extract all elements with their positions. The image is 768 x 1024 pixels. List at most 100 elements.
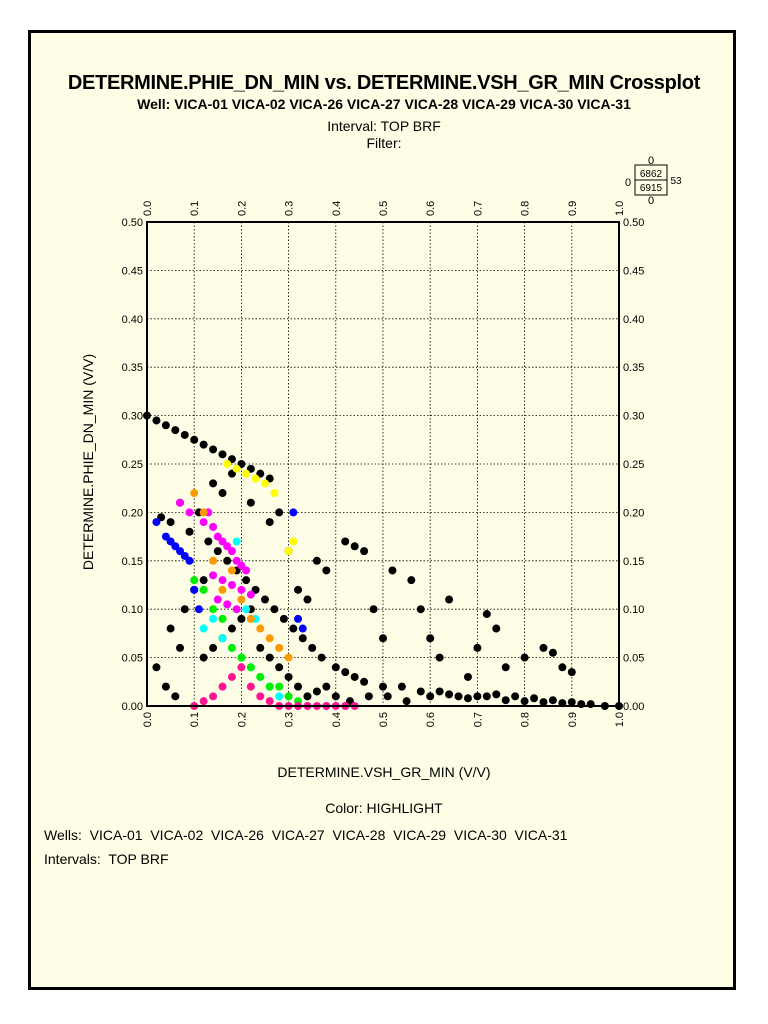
data-point [246, 498, 255, 507]
x-tick-label-bottom: 0.4 [331, 712, 343, 727]
data-point [520, 653, 529, 662]
data-point [232, 537, 241, 546]
data-point [284, 692, 293, 701]
x-tick-label-bottom: 0.7 [472, 712, 484, 727]
data-point [237, 614, 246, 623]
x-tick-label-top: 0.0 [142, 201, 154, 216]
data-point [369, 605, 378, 614]
well-legend-item: VICA-01 [81, 827, 143, 843]
data-point [539, 698, 548, 707]
data-point [242, 576, 251, 585]
chart-title: DETERMINE.PHIE_DN_MIN vs. DETERMINE.VSH_… [67, 72, 701, 94]
data-point [190, 585, 199, 594]
data-point [312, 556, 321, 565]
data-point [232, 605, 241, 614]
data-point [350, 542, 359, 551]
y-tick-label-right: 0.35 [623, 362, 644, 374]
data-point [190, 435, 199, 444]
data-point [199, 518, 208, 527]
data-point [289, 508, 298, 517]
data-point [275, 508, 284, 517]
well-legend-item: VICA-26 [203, 827, 264, 843]
data-point [275, 643, 284, 652]
data-point [242, 469, 251, 478]
data-point [279, 614, 288, 623]
data-point [176, 643, 185, 652]
data-point [227, 581, 236, 589]
data-point [511, 692, 520, 701]
data-point [209, 522, 218, 531]
wells-legend: Wells: VICA-01 VICA-02 VICA-26 VICA-27 V… [44, 827, 567, 843]
x-tick-label-top: 0.6 [425, 201, 437, 216]
x-tick-label-top: 0.7 [472, 201, 484, 216]
data-point [190, 489, 199, 498]
x-axis-label: DETERMINE.VSH_GR_MIN (V/V) [277, 764, 491, 780]
x-tick-label-top: 0.8 [520, 201, 532, 216]
x-tick-label-top: 0.4 [331, 201, 343, 216]
data-point [294, 614, 303, 623]
data-point [379, 682, 387, 691]
counts-box: 0 0 6862 6915 53 0 [625, 155, 682, 207]
data-point [539, 643, 548, 652]
data-point [289, 537, 298, 546]
data-point [364, 692, 373, 701]
y-tick-label-right: 0.10 [623, 604, 644, 616]
intervals-list: TOP BRF [101, 851, 168, 867]
data-point [190, 576, 199, 585]
data-point [209, 445, 218, 454]
data-point [360, 677, 369, 686]
data-point [294, 585, 303, 594]
data-point [218, 682, 227, 691]
y-tick-label-right: 0.05 [623, 653, 644, 665]
data-point [199, 653, 208, 662]
well-legend-item: VICA-30 [446, 827, 507, 843]
data-point [284, 672, 293, 681]
data-point [209, 479, 218, 488]
counts-right: 53 [670, 176, 682, 187]
series-vica-29 [190, 576, 303, 706]
y-tick-label-left: 0.10 [122, 604, 143, 616]
data-point [416, 687, 425, 696]
data-point [199, 508, 208, 517]
data-point [284, 653, 293, 662]
data-point [530, 694, 539, 703]
data-point [152, 663, 161, 672]
data-point [426, 634, 435, 643]
y-axis-label: DETERMINE.PHIE_DN_MIN (V/V) [80, 353, 96, 571]
data-point [227, 643, 236, 652]
data-point [209, 605, 218, 614]
chart-subtitle: Well: VICA-01 VICA-02 VICA-26 VICA-27 VI… [137, 96, 631, 112]
data-point [185, 508, 194, 517]
data-point [445, 595, 454, 604]
x-tick-label-top: 0.1 [189, 201, 201, 216]
series-vica-26 [152, 508, 307, 633]
data-point [199, 624, 208, 633]
intervals-legend: Intervals: TOP BRF [44, 851, 169, 867]
data-point [322, 682, 331, 691]
data-point [379, 634, 387, 643]
data-point [317, 653, 326, 662]
counts-inner-top: 6862 [640, 169, 663, 180]
intervals-legend-label: Intervals: [44, 851, 101, 867]
data-point [185, 556, 194, 565]
x-tick-label-bottom: 0.3 [284, 712, 296, 727]
data-point [227, 624, 236, 633]
data-point [388, 566, 397, 575]
data-point [275, 663, 284, 672]
data-point [312, 687, 321, 696]
data-point [275, 682, 284, 691]
x-tick-label-top: 0.3 [284, 201, 296, 216]
data-point [265, 634, 274, 643]
data-point [445, 690, 454, 699]
data-point [548, 648, 557, 657]
y-tick-label-left: 0.15 [122, 556, 143, 568]
data-point [161, 421, 170, 430]
data-point [284, 547, 293, 556]
data-point [209, 556, 218, 565]
data-point [227, 547, 236, 556]
data-point [482, 610, 491, 619]
wells-legend-label: Wells: [44, 827, 82, 843]
data-point [227, 672, 236, 681]
x-tick-label-top: 1.0 [614, 201, 626, 216]
data-point [242, 605, 251, 614]
